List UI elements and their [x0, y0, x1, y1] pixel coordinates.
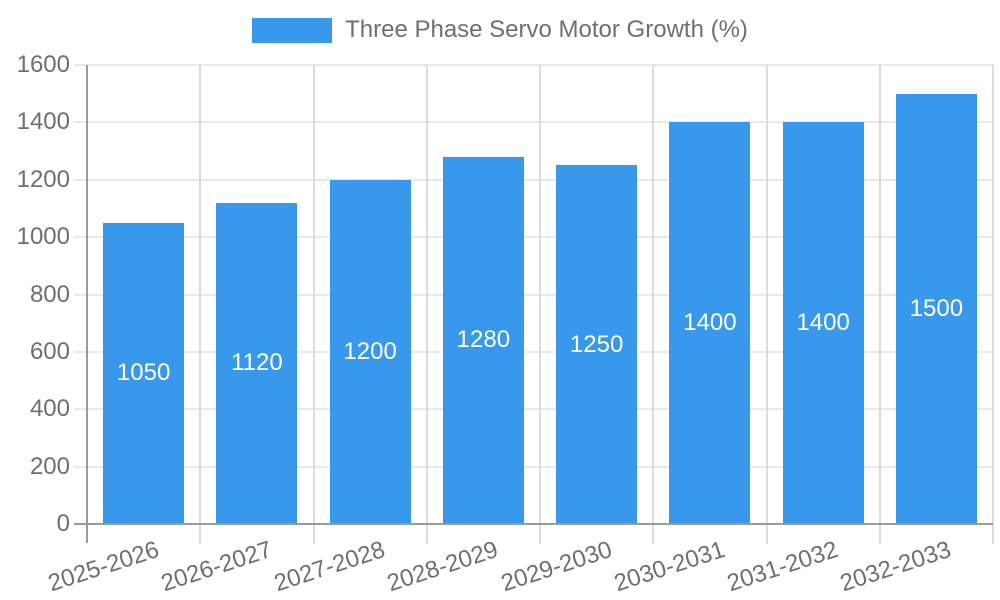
bar[interactable] — [895, 93, 977, 524]
y-axis-tick-label: 0 — [56, 510, 70, 537]
x-axis-line — [74, 523, 993, 525]
x-gridline — [878, 65, 881, 544]
bar[interactable] — [442, 156, 524, 524]
y-gridline — [74, 350, 993, 353]
bar-value-label: 1400 — [683, 309, 737, 337]
bar-value-label: 1120 — [231, 349, 283, 377]
x-gridline — [425, 65, 428, 544]
bar[interactable] — [669, 122, 751, 524]
y-axis-tick-label: 200 — [29, 452, 70, 480]
y-axis-tick-label: 800 — [29, 280, 70, 308]
y-gridline — [74, 293, 993, 296]
x-gridline — [765, 65, 768, 544]
x-gridline — [312, 65, 315, 544]
y-axis-tick-label: 1200 — [16, 165, 70, 193]
y-axis-tick-label: 1600 — [16, 51, 70, 78]
y-axis-tick-label: 400 — [29, 395, 70, 423]
legend: Three Phase Servo Motor Growth (%) — [0, 16, 1000, 44]
bar-value-label: 1400 — [796, 309, 850, 337]
bar-value-label: 1250 — [569, 330, 624, 358]
y-gridline — [74, 236, 993, 239]
y-axis-tick-label: 600 — [29, 337, 70, 365]
bar-value-label: 1200 — [343, 337, 397, 365]
y-gridline — [74, 121, 993, 124]
legend-swatch-icon — [252, 17, 333, 43]
y-axis-tick-label: 1400 — [16, 108, 70, 136]
y-gridline — [74, 178, 993, 181]
bar-value-label: 1280 — [456, 326, 511, 354]
bar-value-label: 1500 — [909, 294, 964, 322]
y-axis-line — [86, 65, 88, 543]
bar[interactable] — [103, 222, 185, 524]
y-gridline — [74, 465, 993, 468]
legend-item[interactable]: Three Phase Servo Motor Growth (%) — [252, 16, 748, 44]
bar[interactable] — [782, 122, 864, 524]
x-gridline — [199, 65, 202, 544]
legend-label: Three Phase Servo Motor Growth (%) — [345, 16, 748, 43]
bar-value-label: 1050 — [116, 359, 171, 387]
x-gridline — [652, 65, 655, 544]
y-axis-tick-label: 1000 — [16, 223, 70, 251]
bar[interactable] — [329, 179, 411, 524]
x-gridline — [992, 65, 994, 544]
y-gridline — [74, 408, 993, 411]
y-gridline — [74, 64, 993, 66]
bar[interactable] — [556, 165, 638, 524]
x-gridline — [539, 65, 541, 544]
bar[interactable] — [216, 202, 298, 524]
